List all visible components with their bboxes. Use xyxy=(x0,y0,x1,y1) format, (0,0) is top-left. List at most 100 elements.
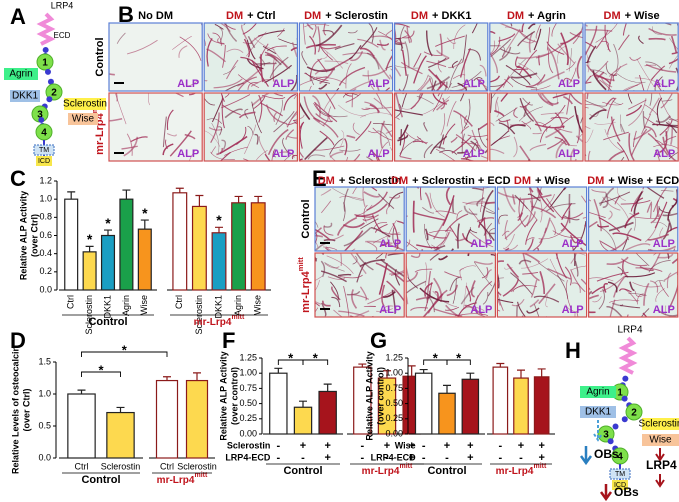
cell-stroke xyxy=(622,260,629,278)
cell-stroke xyxy=(424,281,433,312)
cell-stroke xyxy=(247,35,256,49)
cell-stroke xyxy=(504,214,529,240)
y-tick-label: 0.8 xyxy=(39,212,52,222)
cell-stroke xyxy=(378,193,395,210)
protein-title: LRP4 xyxy=(617,325,642,336)
cell-stroke xyxy=(516,52,549,59)
error-bar xyxy=(358,363,367,368)
cell-stroke xyxy=(462,201,484,205)
cell-stroke xyxy=(576,114,580,144)
y-tick-label: 1.0 xyxy=(38,388,51,398)
cell-stroke xyxy=(264,51,288,69)
condition-sign: + xyxy=(467,440,473,452)
cell-stroke xyxy=(497,277,504,279)
cell-stroke xyxy=(115,93,127,125)
cell-stroke xyxy=(574,260,579,277)
cell-stroke xyxy=(589,69,608,75)
cell-stroke xyxy=(433,146,446,150)
cell-stroke xyxy=(329,154,337,161)
micrograph-texture xyxy=(204,23,298,91)
cell-stroke xyxy=(519,145,532,161)
cell-stroke xyxy=(315,24,343,47)
cell-stroke xyxy=(418,77,432,91)
group-label: Control xyxy=(88,316,127,328)
cell-stroke xyxy=(378,262,388,295)
cell-stroke xyxy=(512,68,529,71)
ligand-box xyxy=(4,68,38,80)
cell-stroke xyxy=(369,104,380,113)
group-label-part: mr-Lrp4 xyxy=(157,475,195,486)
cell-stroke xyxy=(574,312,576,317)
cell-stroke xyxy=(504,247,510,251)
condition-sign: + xyxy=(538,440,544,452)
cell-stroke xyxy=(560,222,587,246)
cell-stroke xyxy=(633,128,652,141)
cell-stroke xyxy=(598,288,605,310)
cell-stroke xyxy=(350,88,357,91)
cell-stroke xyxy=(489,52,498,74)
cell-stroke xyxy=(627,93,633,104)
cell-stroke xyxy=(438,133,445,149)
cell-stroke xyxy=(313,103,331,117)
cell-stroke xyxy=(277,28,285,37)
cell-stroke xyxy=(666,253,670,260)
cell-stroke xyxy=(548,49,554,74)
error-bar xyxy=(122,189,131,200)
cell-stroke xyxy=(406,271,419,283)
y-tick-label: 1.00 xyxy=(239,368,257,378)
cell-stroke xyxy=(222,45,226,68)
cell-stroke xyxy=(424,282,433,297)
linker-dot xyxy=(607,438,614,445)
significance-bracket xyxy=(302,359,329,365)
cell-stroke xyxy=(392,227,398,247)
cell-stroke xyxy=(547,46,560,80)
tile-border xyxy=(108,92,203,162)
cell-stroke xyxy=(433,308,463,317)
cell-stroke xyxy=(607,73,614,91)
condition-sign: + xyxy=(408,440,414,452)
cell-stroke xyxy=(406,239,411,248)
micrograph-bg xyxy=(109,93,203,161)
cell-stroke xyxy=(336,216,358,236)
cell-stroke xyxy=(594,121,616,125)
cell-stroke xyxy=(244,124,257,155)
cell-stroke xyxy=(267,128,289,156)
cell-stroke xyxy=(575,253,586,256)
x-tick-label: Ctrl xyxy=(160,461,174,471)
cell-stroke xyxy=(162,116,167,148)
cell-stroke xyxy=(580,278,587,286)
cell-stroke xyxy=(271,47,291,70)
cell-stroke xyxy=(489,30,496,35)
column-header: DM + Sclerostin + ECD xyxy=(391,175,511,187)
cell-stroke xyxy=(505,64,531,86)
condition-sign: - xyxy=(276,452,280,464)
error-bar xyxy=(67,191,76,200)
cell-stroke xyxy=(620,123,626,134)
cell-stroke xyxy=(346,156,348,161)
condition-sign: - xyxy=(385,452,389,464)
cell-stroke xyxy=(394,65,402,77)
cell-stroke xyxy=(402,74,409,91)
cell-stroke xyxy=(500,93,509,102)
cell-stroke xyxy=(389,194,401,199)
cell-stroke xyxy=(438,255,448,261)
cell-stroke xyxy=(304,137,328,161)
significance-star: * xyxy=(122,342,128,357)
stain-label: ALP xyxy=(562,304,584,316)
cell-stroke xyxy=(293,93,298,100)
cell-stroke xyxy=(317,26,321,53)
cell-stroke xyxy=(659,93,672,119)
cell-stroke xyxy=(318,83,328,90)
cell-stroke xyxy=(421,248,424,251)
column-header-part: DM xyxy=(226,10,243,22)
group-label-part: mr-Lrp4 xyxy=(496,466,534,477)
group-label: mr-Lrp4mitt xyxy=(157,472,208,486)
cell-stroke xyxy=(460,125,470,134)
cell-stroke xyxy=(662,212,678,217)
cell-stroke xyxy=(429,135,448,155)
cell-stroke xyxy=(375,81,380,91)
cell-stroke xyxy=(513,107,518,119)
cell-stroke xyxy=(518,106,543,122)
column-header: DM + Wise + ECD xyxy=(587,175,679,187)
cell-stroke xyxy=(647,233,669,241)
